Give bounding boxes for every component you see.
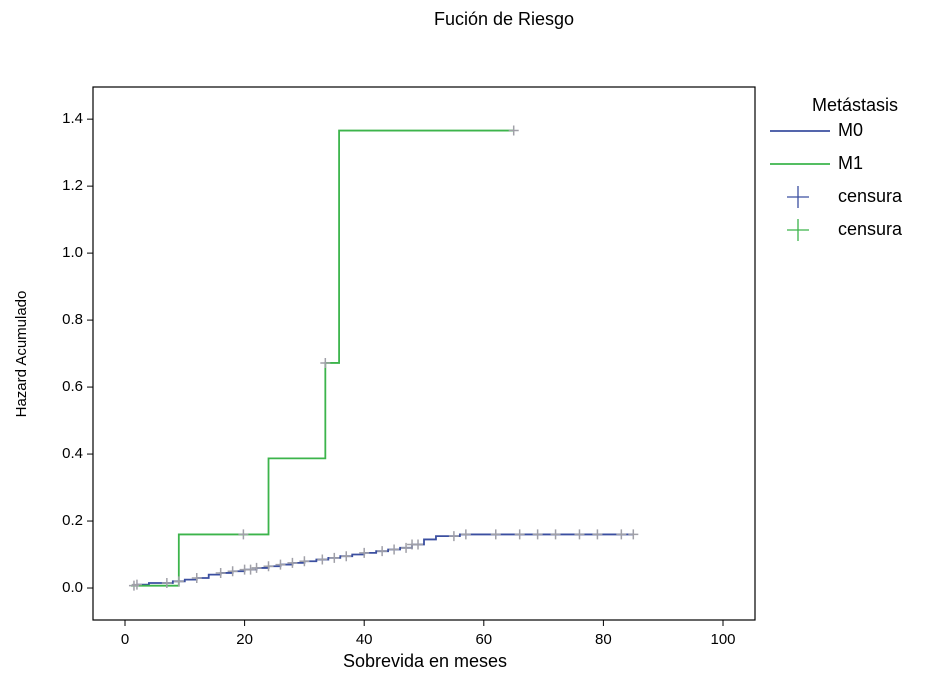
x-tick-label: 0	[121, 631, 129, 648]
y-tick-label: 0.4	[62, 445, 83, 462]
censor-mark	[128, 580, 139, 591]
y-tick-label: 0.8	[62, 311, 83, 328]
censor-mark	[413, 539, 424, 550]
censor-mark	[628, 529, 639, 540]
x-tick-label: 60	[475, 631, 492, 648]
censor-mark	[448, 531, 459, 542]
legend-title: Metástasis	[812, 95, 898, 115]
y-tick-label: 0.0	[62, 579, 83, 596]
censor-mark	[532, 529, 543, 540]
y-tick-label: 0.2	[62, 512, 83, 529]
step-line	[130, 129, 514, 587]
censor-mark	[401, 542, 412, 553]
censor-mark	[238, 529, 249, 540]
x-tick-label: 100	[710, 631, 735, 648]
y-tick-label: 0.6	[62, 378, 83, 395]
legend-marker	[787, 186, 809, 208]
censor-mark	[161, 577, 172, 588]
censor-mark	[341, 551, 352, 562]
censor-mark	[299, 556, 310, 567]
y-tick-label: 1.0	[62, 244, 83, 261]
censor-mark	[359, 547, 370, 558]
plot-frame	[92, 86, 756, 621]
x-tick-label: 20	[236, 631, 253, 648]
chart-title: Fución de Riesgo	[434, 9, 574, 29]
censor-mark	[191, 572, 202, 583]
censor-mark	[227, 566, 238, 577]
y-tick-label: 1.2	[62, 177, 83, 194]
censor-mark	[460, 529, 471, 540]
censor-mark	[389, 544, 400, 555]
x-axis-label: Sobrevida en meses	[343, 651, 507, 671]
censor-mark	[574, 529, 585, 540]
legend-label: M1	[838, 153, 863, 173]
censor-mark	[173, 576, 184, 587]
step-line	[136, 533, 634, 586]
legend-label: censura	[838, 219, 903, 239]
censor-mark	[287, 557, 298, 568]
legend-label: M0	[838, 120, 863, 140]
censor-mark	[263, 561, 274, 572]
censor-mark	[215, 567, 226, 578]
censor-mark	[377, 546, 388, 557]
y-axis-label: Hazard Acumulado	[13, 291, 30, 418]
legend-label: censura	[838, 186, 903, 206]
legend-marker	[787, 219, 809, 241]
censor-mark	[317, 554, 328, 565]
y-tick-label: 1.4	[62, 110, 83, 127]
censor-mark	[320, 357, 331, 368]
censor-mark	[616, 529, 627, 540]
censor-mark	[550, 529, 561, 540]
censor-mark	[508, 125, 519, 136]
censor-mark	[275, 559, 286, 570]
x-tick-label: 80	[595, 631, 612, 648]
censor-mark	[490, 529, 501, 540]
censor-mark	[592, 529, 603, 540]
censor-mark	[245, 564, 256, 575]
censor-mark	[251, 562, 262, 573]
censor-mark	[514, 529, 525, 540]
x-tick-label: 40	[356, 631, 373, 648]
censor-mark	[329, 552, 340, 563]
